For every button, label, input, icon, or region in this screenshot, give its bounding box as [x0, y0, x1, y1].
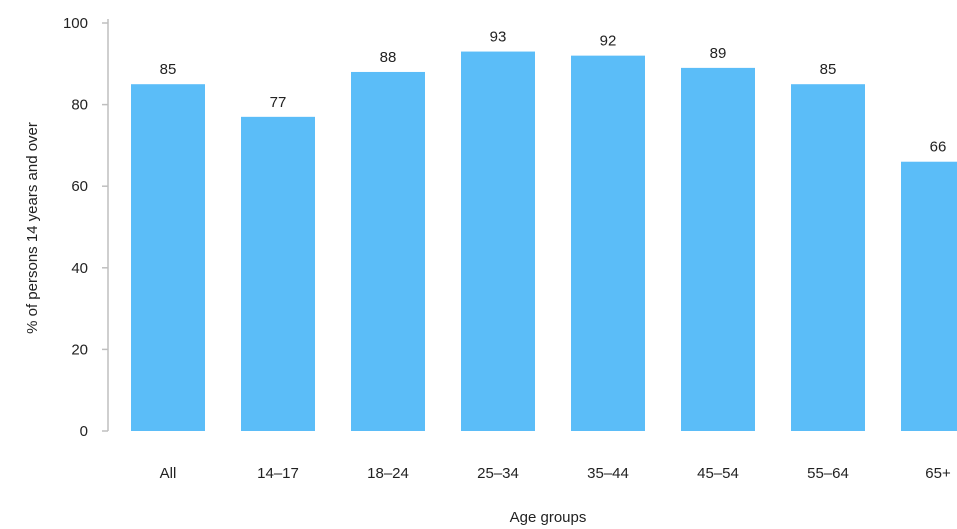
y-axis-title: % of persons 14 years and over: [24, 122, 41, 334]
bar: [351, 71, 425, 432]
bar: [571, 55, 645, 431]
x-tick-label: 65+: [925, 465, 951, 482]
x-tick-label: 45–54: [697, 465, 739, 482]
data-label: 77: [270, 94, 287, 111]
bar: [241, 116, 315, 431]
y-axis-ticks: 0 20 40 60 80 100: [63, 15, 108, 440]
bar: [131, 84, 205, 431]
data-label: 89: [710, 45, 727, 62]
y-tick-label: 20: [71, 341, 88, 358]
bars: [131, 51, 957, 432]
y-tick-label: 60: [71, 178, 88, 195]
y-tick-label: 0: [80, 423, 88, 440]
data-label: 93: [490, 29, 507, 46]
x-tick-label: 14–17: [257, 465, 299, 482]
data-label: 66: [930, 139, 947, 156]
y-tick-label: 40: [71, 260, 88, 277]
data-label: 92: [600, 33, 617, 50]
x-tick-label: 18–24: [367, 465, 409, 482]
x-axis-ticks: All 14–17 18–24 25–34 35–44 45–54 55–64 65+: [160, 465, 951, 482]
bar: [681, 67, 755, 431]
x-axis-title: Age groups: [510, 509, 587, 526]
bar: [791, 84, 865, 431]
data-label: 85: [160, 61, 177, 78]
x-tick-label: 55–64: [807, 465, 849, 482]
x-tick-label: 25–34: [477, 465, 519, 482]
bar: [901, 161, 957, 431]
x-tick-label: 35–44: [587, 465, 629, 482]
y-tick-label: 100: [63, 15, 88, 32]
bar: [461, 51, 535, 432]
data-label: 85: [820, 61, 837, 78]
data-label: 88: [380, 49, 397, 66]
data-labels: 85 77 88 93 92 89 85 66: [160, 29, 947, 156]
y-tick-label: 80: [71, 97, 88, 114]
x-tick-label: All: [160, 465, 177, 482]
